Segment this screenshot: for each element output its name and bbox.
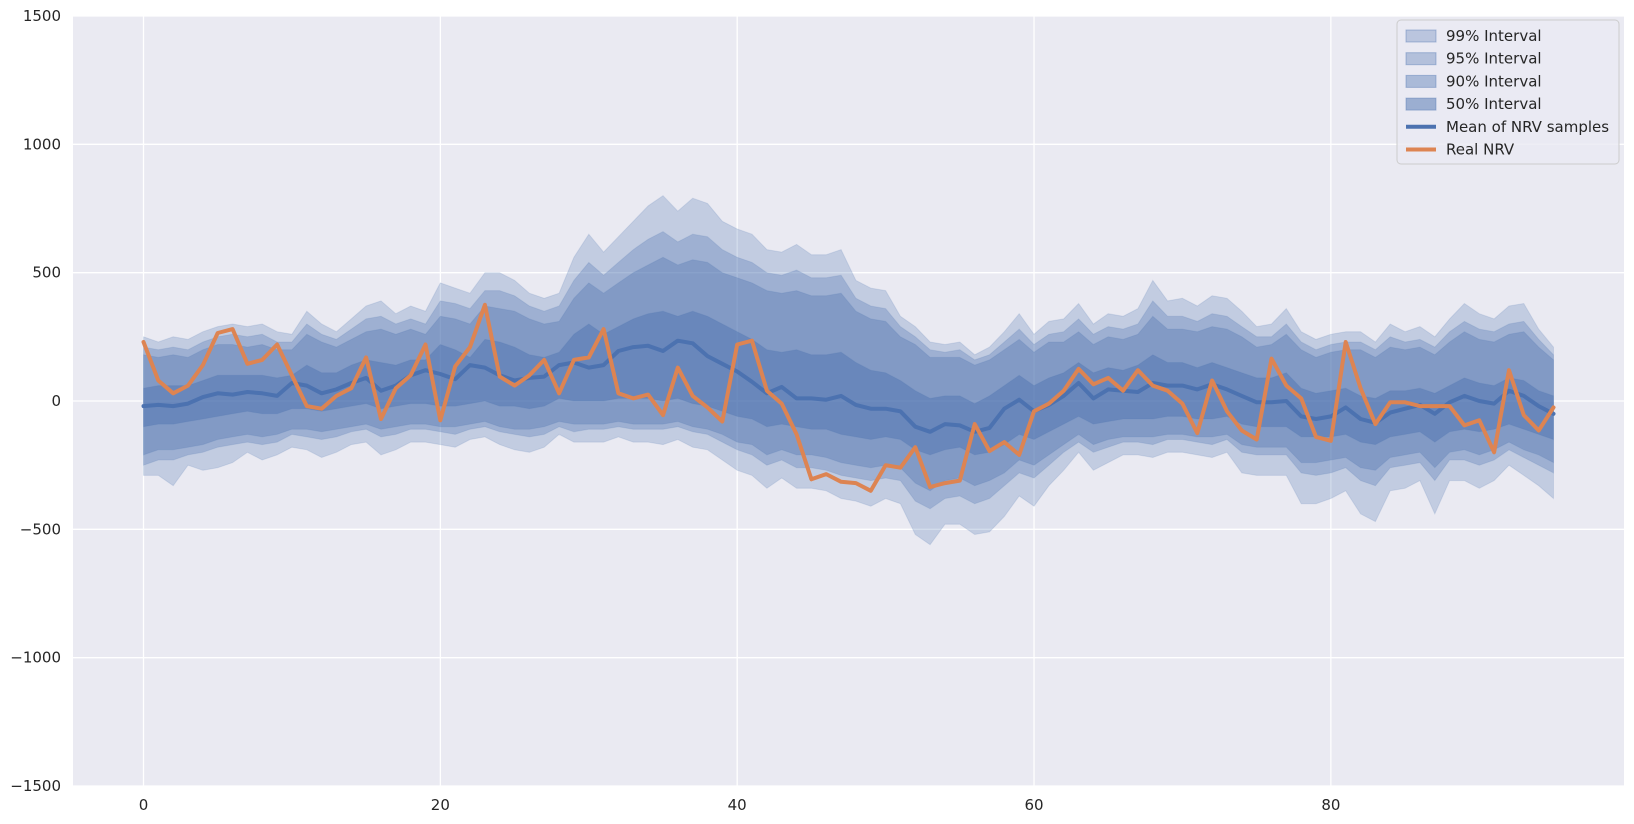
legend-swatch: [1405, 74, 1437, 88]
real-nrv-line: [141, 302, 1556, 493]
y-tick-label: 500: [32, 264, 61, 282]
x-tick-label: 60: [1024, 796, 1043, 814]
legend: 99% Interval 95% Interval 90% Interval 50% …: [1396, 19, 1620, 165]
y-tick-label: 0: [51, 392, 61, 410]
y-tick-label: −1500: [10, 777, 61, 795]
legend-label: 99% Interval: [1446, 27, 1542, 45]
legend-label: 50% Interval: [1446, 95, 1542, 113]
x-tick-label: 0: [139, 796, 149, 814]
legend-swatch: [1405, 29, 1437, 43]
legend-label: Real NRV: [1446, 141, 1515, 159]
x-tick-label: 40: [728, 796, 747, 814]
x-tick-label: 80: [1321, 796, 1340, 814]
legend-swatch: [1405, 52, 1437, 66]
interval-band-2: [143, 231, 1554, 510]
legend-swatch: [1405, 97, 1437, 111]
interval-band-1: [143, 195, 1554, 546]
legend-label: Mean of NRV samples: [1446, 118, 1609, 136]
x-axis-ticks: 0 20 40 60 80: [139, 796, 1341, 814]
x-tick-label: 20: [431, 796, 450, 814]
y-tick-label: 1500: [23, 7, 61, 25]
y-tick-label: −1000: [10, 649, 61, 667]
y-tick-label: −500: [20, 520, 61, 538]
y-axis-ticks: −1500 −1000 −500 0 500 1000 1500: [10, 7, 61, 795]
series-lines: [141, 302, 1556, 493]
legend-label: 90% Interval: [1446, 72, 1542, 90]
y-tick-label: 1000: [23, 135, 61, 153]
interval-band-3: [143, 256, 1554, 492]
legend-frame: [1396, 19, 1620, 165]
mean-nrv-line: [141, 338, 1556, 434]
legend-label: 95% Interval: [1446, 50, 1542, 68]
